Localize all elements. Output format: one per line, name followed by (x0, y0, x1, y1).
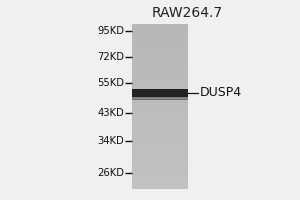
Bar (132, 97, 188, 99)
Bar (132, 99, 188, 100)
Text: 72KD: 72KD (98, 52, 124, 62)
Text: RAW264.7: RAW264.7 (152, 6, 223, 20)
Bar (132, 93, 188, 95)
Text: 26KD: 26KD (98, 168, 124, 178)
Text: 95KD: 95KD (98, 26, 124, 36)
Text: 55KD: 55KD (98, 78, 124, 88)
Text: DUSP4: DUSP4 (200, 86, 242, 99)
Bar (132, 89, 188, 97)
Text: 34KD: 34KD (98, 136, 124, 146)
Bar (132, 93, 188, 95)
Bar (132, 93, 188, 94)
Text: 43KD: 43KD (98, 108, 124, 118)
Bar (132, 96, 188, 98)
